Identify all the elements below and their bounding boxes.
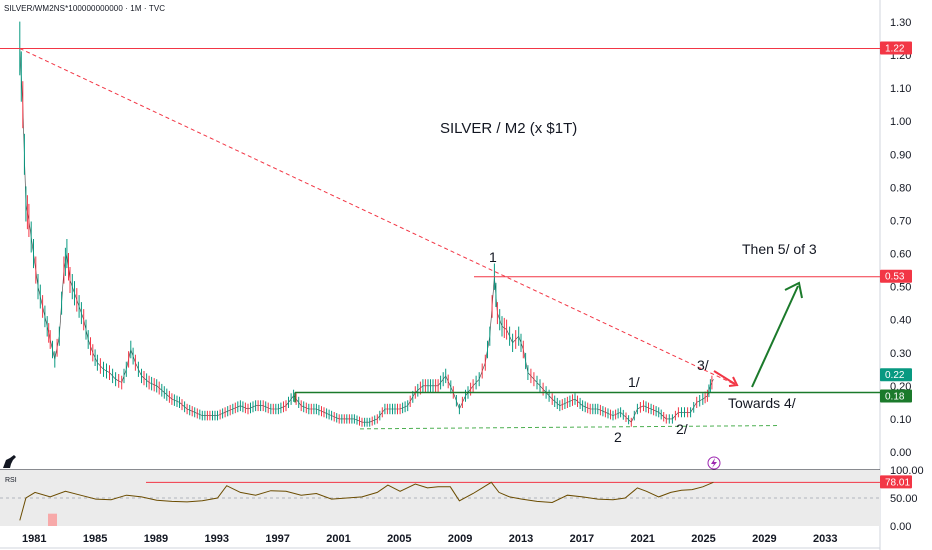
x-tick-label: 2017 [570, 533, 594, 545]
price-line[interactable] [19, 48, 714, 423]
towards-4-label: Towards 4/ [728, 395, 796, 411]
rsi-value-tag: 78.01 [885, 477, 910, 488]
x-tick-label: 2021 [630, 533, 654, 545]
then-5-label: Then 5/ of 3 [742, 241, 817, 257]
tradingview-logo-icon [3, 455, 16, 468]
wave-2-slash-label: 2/ [676, 421, 688, 437]
x-tick-label: 1993 [205, 533, 229, 545]
price-tag-label: 1.22 [885, 43, 905, 54]
x-tick-label: 2033 [813, 533, 837, 545]
y-tick-label: 0.60 [890, 249, 911, 261]
y-tick-label: 0.90 [890, 149, 911, 161]
green-arrow-icon [751, 281, 803, 388]
y-tick-label: 0.80 [890, 182, 911, 194]
price-tag-bg [880, 41, 912, 55]
base-trendline [359, 425, 781, 430]
x-tick-label: 2001 [326, 533, 350, 545]
wave-3-slash-label: 3/ [697, 357, 709, 373]
y-tick-label: 0.10 [890, 414, 911, 426]
y-tick-label: 0.50 [890, 282, 911, 294]
rsi-line[interactable] [19, 481, 714, 521]
x-tick-label: 2025 [691, 533, 715, 545]
y-tick-label: 0.00 [890, 447, 911, 459]
y-tick-label: 1.30 [890, 17, 911, 29]
y-tick-label: 1.00 [890, 116, 911, 128]
x-tick-label: 1989 [144, 533, 168, 545]
y-tick-label: 1.10 [890, 83, 911, 95]
rsi-tick-label: 50.00 [890, 493, 918, 505]
x-tick-label: 2013 [509, 533, 533, 545]
red-arrow-icon [713, 370, 739, 387]
x-tick-label: 2009 [448, 533, 472, 545]
price-tag-bg [880, 368, 912, 382]
rsi-label: RSI [5, 477, 17, 484]
x-tick-label: 2029 [752, 533, 776, 545]
wave-2-label: 2 [614, 429, 622, 445]
lightning-icon[interactable] [707, 456, 721, 470]
descending-trendline [19, 48, 739, 387]
wave-1-slash-label: 1/ [628, 374, 640, 390]
rsi-value-tag-bg [880, 475, 912, 489]
x-tick-label: 2005 [387, 533, 411, 545]
x-tick-label: 1985 [83, 533, 107, 545]
x-tick-label: 1997 [265, 533, 289, 545]
rsi-tick-label: 100.00 [890, 465, 924, 477]
y-tick-label: 0.70 [890, 215, 911, 227]
price-tag-label: 0.22 [885, 370, 905, 381]
price-tag-label: 0.18 [885, 391, 905, 402]
chart-title: SILVER / M2 (x $1T) [440, 120, 577, 137]
rsi-oversold-marker [48, 513, 57, 526]
price-tag-bg [880, 389, 912, 403]
x-tick-label: 1981 [22, 533, 46, 545]
price-tag-label: 0.53 [885, 272, 905, 283]
chart-header: SILVER/WM2NS*100000000000 · 1M · TVC [4, 4, 166, 13]
y-tick-label: 0.40 [890, 315, 911, 327]
y-tick-label: 0.30 [890, 348, 911, 360]
price-tag-bg [880, 269, 912, 283]
rsi-tick-label: 0.00 [890, 521, 911, 533]
wave-1-label: 1 [489, 249, 497, 265]
